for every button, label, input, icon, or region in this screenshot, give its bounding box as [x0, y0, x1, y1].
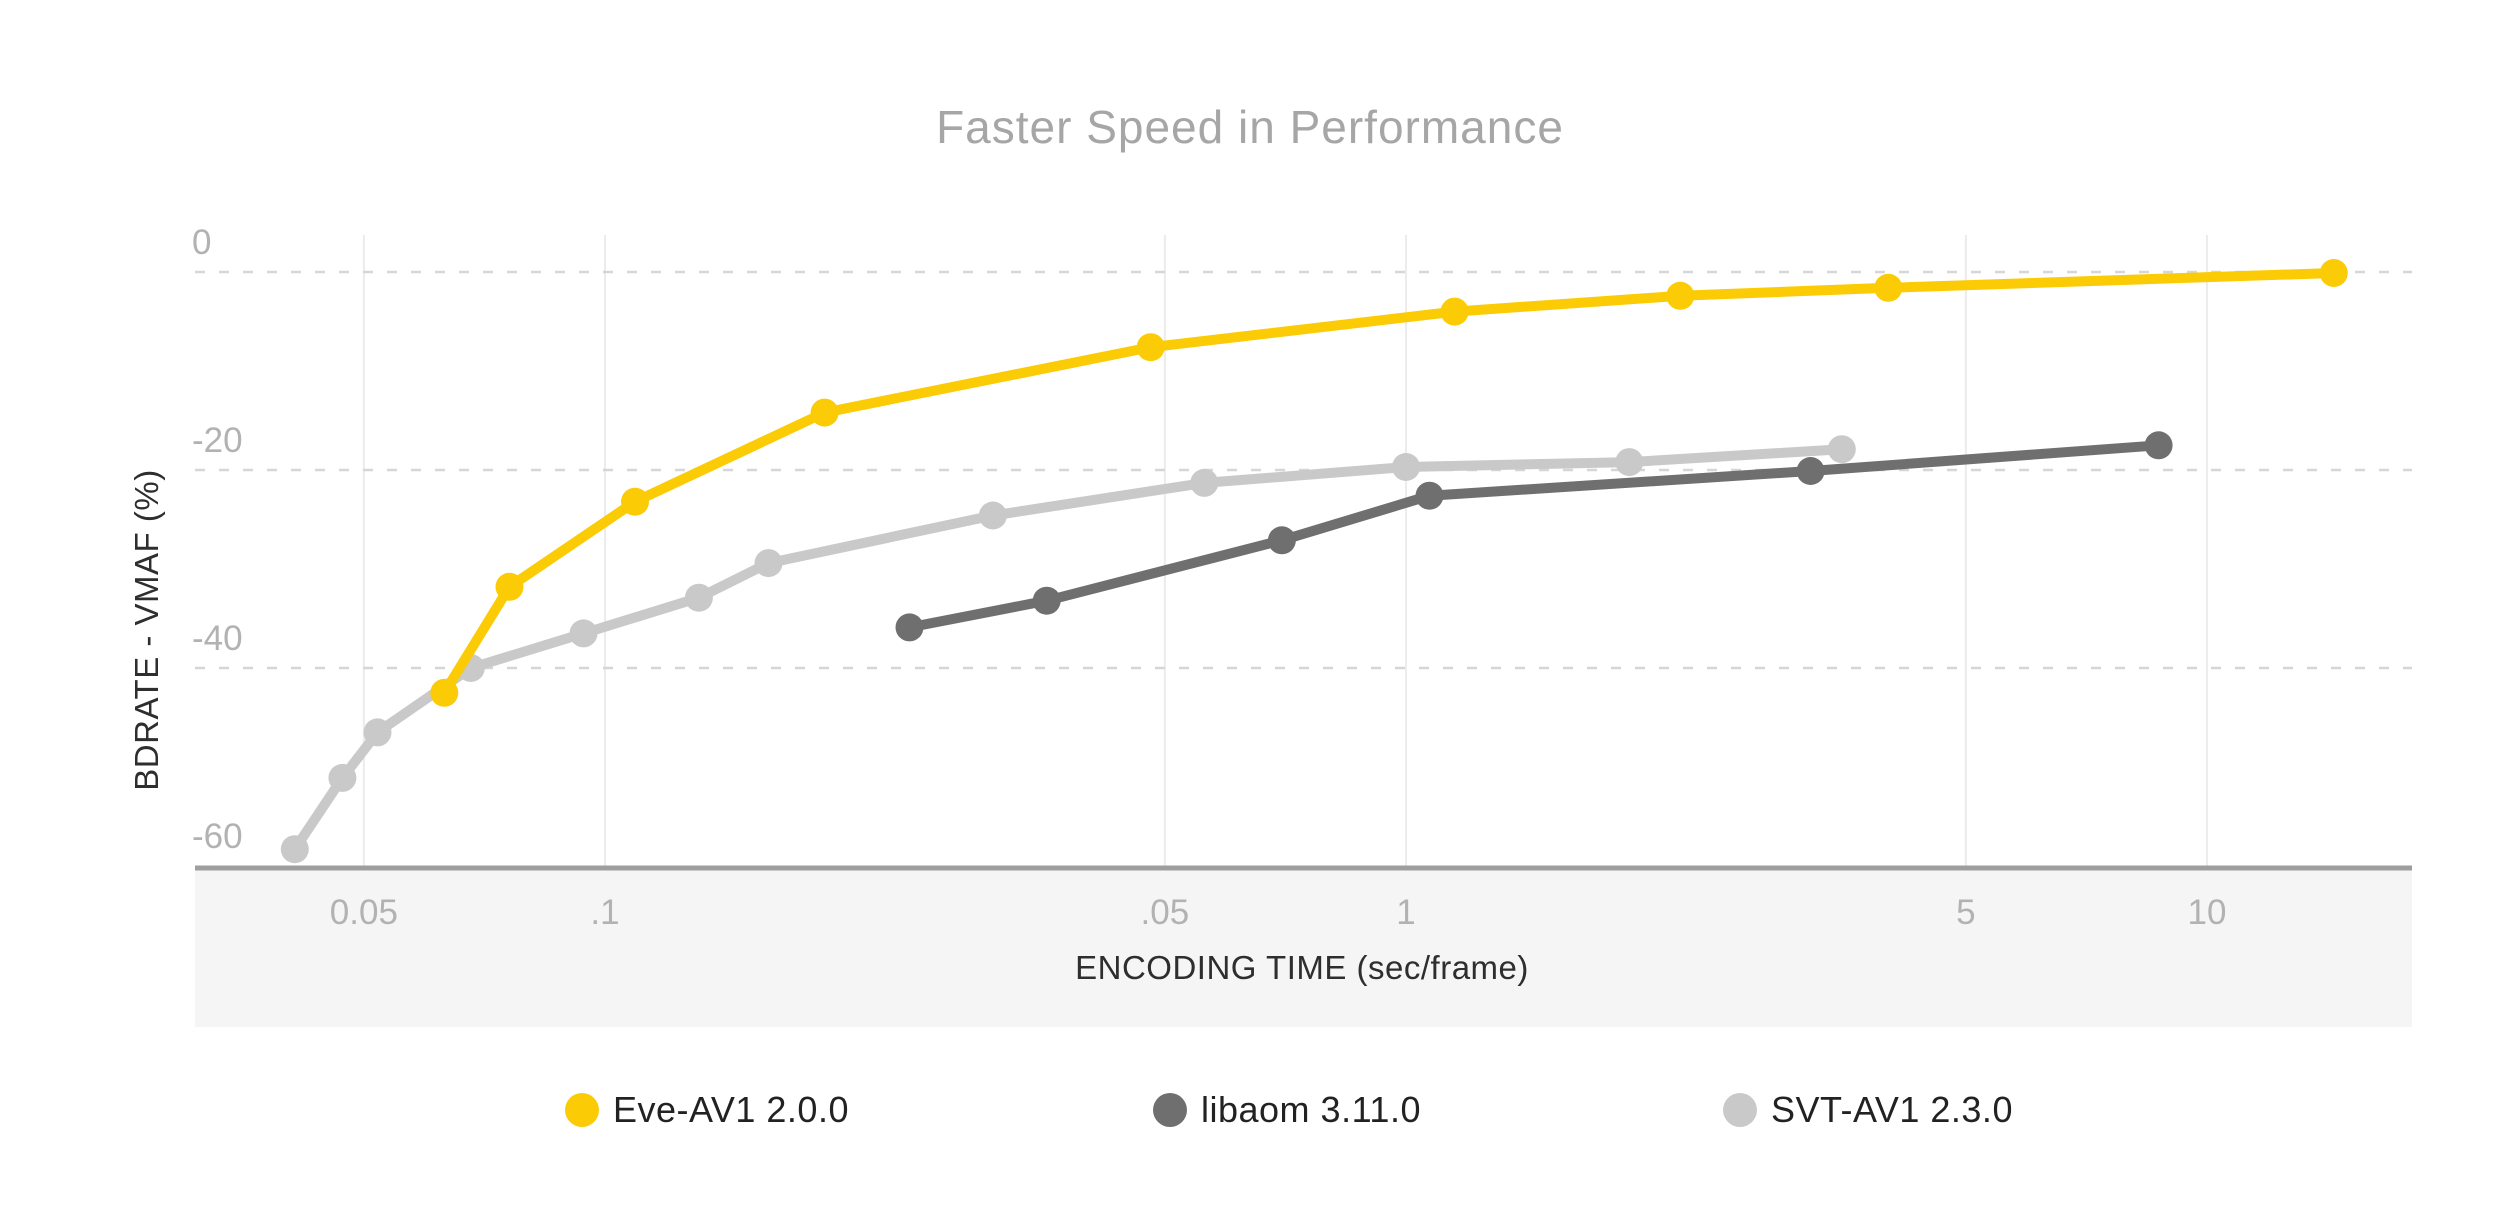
y-tick-label: -60	[192, 817, 243, 856]
data-point-Eve-AV1 2.0.0	[810, 398, 839, 427]
page-title: Faster Speed in Performance	[936, 101, 1564, 153]
data-point-Eve-AV1 2.0.0	[430, 678, 459, 707]
series-line-SVT-AV1 2.3.0	[289, 444, 1847, 855]
series-line-libaom 3.11.0	[904, 440, 2164, 633]
series-line-Eve-AV1 2.0.0	[439, 268, 2339, 698]
data-point-Eve-AV1 2.0.0	[1666, 281, 1695, 310]
data-point-SVT-AV1 2.3.0	[1190, 468, 1219, 497]
data-point-libaom 3.11.0	[1415, 481, 1444, 510]
data-point-SVT-AV1 2.3.0	[328, 763, 357, 792]
data-point-SVT-AV1 2.3.0	[280, 835, 309, 864]
legend-marker-svt-av1-icon	[1723, 1093, 1757, 1127]
legend-label-eve-av1: Eve-AV1 2.0.0	[613, 1089, 849, 1130]
x-tick-label: 5	[1956, 893, 1975, 932]
data-point-SVT-AV1 2.3.0	[569, 619, 598, 648]
data-point-libaom 3.11.0	[1032, 586, 1061, 615]
data-point-SVT-AV1 2.3.0	[363, 718, 392, 747]
legend-item-eve-av1: Eve-AV1 2.0.0	[565, 1088, 849, 1132]
x-tick-label: 0.05	[330, 893, 398, 932]
data-point-Eve-AV1 2.0.0	[2319, 259, 2348, 287]
data-point-Eve-AV1 2.0.0	[1874, 273, 1903, 302]
x-tick-label: 10	[2188, 893, 2227, 932]
x-axis-title: ENCODING TIME (sec/frame)	[1075, 949, 1529, 986]
x-tick-label: 1	[1396, 893, 1415, 932]
legend-item-svt-av1: SVT-AV1 2.3.0	[1723, 1088, 2013, 1132]
data-point-Eve-AV1 2.0.0	[1440, 297, 1469, 326]
y-tick-label: -20	[192, 421, 243, 460]
data-point-SVT-AV1 2.3.0	[684, 583, 713, 612]
y-tick-label: 0	[192, 223, 211, 262]
legend-label-libaom: libaom 3.11.0	[1201, 1089, 1421, 1130]
legend-marker-eve-av1-icon	[565, 1093, 599, 1127]
legend-item-libaom: libaom 3.11.0	[1153, 1088, 1421, 1132]
legend-label-svt-av1: SVT-AV1 2.3.0	[1771, 1089, 2013, 1130]
data-point-libaom 3.11.0	[2144, 431, 2173, 460]
data-point-SVT-AV1 2.3.0	[1392, 453, 1420, 481]
data-point-Eve-AV1 2.0.0	[495, 572, 524, 601]
x-tick-label: .1	[590, 893, 619, 932]
data-point-Eve-AV1 2.0.0	[621, 487, 649, 516]
y-axis-title: BDRATE - VMAF (%)	[128, 469, 165, 791]
data-point-libaom 3.11.0	[895, 613, 924, 642]
data-point-libaom 3.11.0	[1796, 457, 1825, 485]
data-point-SVT-AV1 2.3.0	[1827, 435, 1856, 464]
data-point-SVT-AV1 2.3.0	[754, 549, 783, 578]
y-tick-label: -40	[192, 619, 243, 658]
data-point-Eve-AV1 2.0.0	[1136, 333, 1165, 362]
legend-marker-libaom-icon	[1153, 1093, 1187, 1127]
x-tick-label: .05	[1141, 893, 1190, 932]
data-point-SVT-AV1 2.3.0	[1615, 448, 1644, 477]
data-point-libaom 3.11.0	[1267, 526, 1296, 555]
x-axis-band	[195, 870, 2412, 1027]
data-point-SVT-AV1 2.3.0	[978, 501, 1007, 530]
